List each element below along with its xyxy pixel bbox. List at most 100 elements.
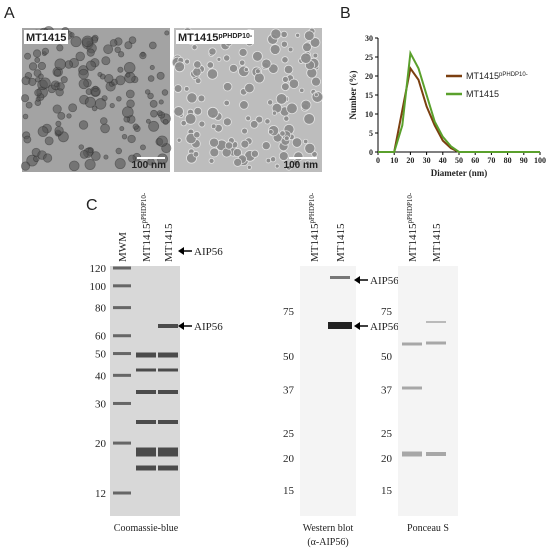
particle xyxy=(84,158,96,170)
marker-band xyxy=(113,373,131,377)
particle xyxy=(303,138,309,145)
legend-label-main: MT1415 xyxy=(466,71,499,81)
particle xyxy=(176,137,182,143)
micrograph-label-box xyxy=(24,30,68,44)
arrow-head xyxy=(354,322,360,330)
y-tick-label: 5 xyxy=(369,129,373,138)
particle xyxy=(223,99,230,107)
particle xyxy=(109,39,118,47)
particle xyxy=(21,94,30,103)
caption: Western blot xyxy=(303,523,354,534)
mw-label: 20 xyxy=(381,453,393,465)
particle xyxy=(193,106,203,116)
particle xyxy=(28,77,37,86)
particle xyxy=(282,76,289,83)
lane-label: MWM xyxy=(117,232,129,262)
band xyxy=(402,342,422,346)
particle xyxy=(300,52,312,64)
particle xyxy=(206,61,215,69)
particle xyxy=(208,47,217,56)
particle xyxy=(287,46,294,53)
particle xyxy=(286,102,298,115)
lane-label: MT1415pPHDP10- xyxy=(308,192,321,262)
marker-band xyxy=(113,266,131,270)
particle xyxy=(268,129,274,135)
particle xyxy=(184,113,197,125)
particle xyxy=(54,82,60,88)
particle xyxy=(209,137,220,148)
mw-label: 75 xyxy=(283,306,295,318)
particle xyxy=(100,117,108,125)
particle xyxy=(104,74,114,84)
particle xyxy=(193,60,202,69)
band xyxy=(158,324,178,328)
marker-band xyxy=(113,352,131,356)
particle xyxy=(193,131,201,139)
particle xyxy=(255,115,264,124)
particle xyxy=(101,56,111,66)
particle xyxy=(309,37,321,48)
particle xyxy=(43,153,53,163)
particle xyxy=(253,72,265,84)
particle xyxy=(53,68,62,77)
micrograph-label: MT1415 xyxy=(26,32,66,44)
particle xyxy=(103,44,114,55)
lane-label-superscript: pPHDP10- xyxy=(308,192,316,223)
particle xyxy=(241,127,248,135)
particle xyxy=(244,82,255,94)
particle xyxy=(115,75,126,86)
particle xyxy=(279,130,286,137)
mw-label: 37 xyxy=(283,385,295,397)
lane-label: MT1415pPHDP10- xyxy=(406,192,419,262)
particle xyxy=(164,30,170,36)
particle xyxy=(117,66,124,73)
caption: (α-AIP56) xyxy=(307,537,348,548)
mw-label: 37 xyxy=(381,385,393,397)
particle xyxy=(249,120,259,129)
band xyxy=(426,341,446,345)
micrograph-label-main: MT1415 xyxy=(178,32,218,44)
particle xyxy=(173,84,183,93)
mw-label: 80 xyxy=(95,303,107,315)
particle xyxy=(54,126,64,136)
particle xyxy=(103,154,109,160)
x-tick-label: 90 xyxy=(520,156,528,165)
panel-letter: B xyxy=(340,5,351,22)
particle xyxy=(281,56,289,64)
y-tick-label: 15 xyxy=(365,91,373,100)
gel: 755037252015MT1415pPHDP10-MT1415Ponceau … xyxy=(381,192,458,534)
particle xyxy=(268,63,279,74)
particle xyxy=(233,157,243,167)
legend-label: MT1415 xyxy=(466,89,499,99)
particle xyxy=(37,126,49,137)
band xyxy=(158,352,178,358)
particle xyxy=(243,67,249,73)
particle xyxy=(86,48,95,57)
particle xyxy=(100,123,110,134)
marker-band xyxy=(113,306,131,310)
scale-label: 100 nm xyxy=(284,160,319,171)
particle xyxy=(246,164,252,170)
mw-label: 25 xyxy=(283,428,295,440)
particle xyxy=(39,77,51,89)
band xyxy=(158,368,178,372)
particle xyxy=(87,147,94,154)
x-tick-label: 30 xyxy=(423,156,431,165)
particle xyxy=(126,99,135,109)
particle xyxy=(78,68,89,80)
particle xyxy=(119,126,125,132)
band xyxy=(158,465,178,471)
panel-letter: C xyxy=(86,197,98,214)
lane-label-main: MT1415 xyxy=(309,223,321,262)
particle xyxy=(25,101,33,109)
particle xyxy=(118,51,125,58)
particle xyxy=(33,155,40,163)
particle xyxy=(274,163,280,169)
particle xyxy=(37,61,46,71)
mw-label: 15 xyxy=(381,485,393,497)
particle xyxy=(91,105,98,112)
particle xyxy=(192,151,200,158)
particle xyxy=(69,32,75,38)
particle xyxy=(210,123,217,130)
particle xyxy=(156,110,163,117)
